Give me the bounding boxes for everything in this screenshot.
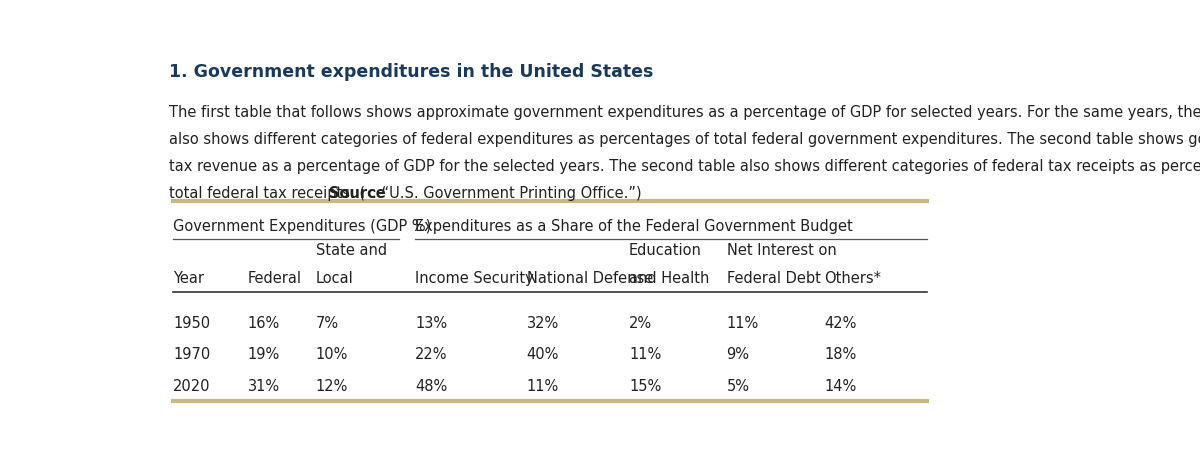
Text: 12%: 12% — [316, 379, 348, 394]
Text: 9%: 9% — [727, 347, 750, 362]
Text: total federal tax receipts. (: total federal tax receipts. ( — [168, 186, 365, 201]
Text: 14%: 14% — [824, 379, 857, 394]
Text: 22%: 22% — [415, 347, 448, 362]
Text: Education: Education — [629, 243, 702, 258]
Text: 1970: 1970 — [173, 347, 210, 362]
Text: Others*: Others* — [824, 270, 881, 286]
Text: Year: Year — [173, 270, 204, 286]
Text: 32%: 32% — [527, 316, 559, 331]
Text: National Defense: National Defense — [527, 270, 653, 286]
Text: Expenditures as a Share of the Federal Government Budget: Expenditures as a Share of the Federal G… — [415, 219, 853, 234]
Text: 11%: 11% — [527, 379, 559, 394]
Text: 19%: 19% — [247, 347, 280, 362]
Text: 1. Government expenditures in the United States: 1. Government expenditures in the United… — [168, 63, 653, 81]
Text: 10%: 10% — [316, 347, 348, 362]
Text: : “U.S. Government Printing Office.”): : “U.S. Government Printing Office.”) — [372, 186, 641, 201]
Text: also shows different categories of federal expenditures as percentages of total : also shows different categories of feder… — [168, 132, 1200, 147]
Text: State and: State and — [316, 243, 386, 258]
Text: Income Security: Income Security — [415, 270, 534, 286]
Text: Source: Source — [329, 186, 385, 201]
Text: Federal Debt: Federal Debt — [727, 270, 821, 286]
Text: 2%: 2% — [629, 316, 652, 331]
Text: Local: Local — [316, 270, 353, 286]
Text: 2020: 2020 — [173, 379, 211, 394]
Text: 11%: 11% — [727, 316, 758, 331]
Text: 16%: 16% — [247, 316, 280, 331]
Text: 18%: 18% — [824, 347, 857, 362]
Text: tax revenue as a percentage of GDP for the selected years. The second table also: tax revenue as a percentage of GDP for t… — [168, 159, 1200, 173]
Text: 5%: 5% — [727, 379, 750, 394]
Text: 7%: 7% — [316, 316, 338, 331]
Text: 13%: 13% — [415, 316, 448, 331]
Text: The first table that follows shows approximate government expenditures as a perc: The first table that follows shows appro… — [168, 105, 1200, 120]
Text: 42%: 42% — [824, 316, 857, 331]
Text: 15%: 15% — [629, 379, 661, 394]
Text: 1950: 1950 — [173, 316, 210, 331]
Text: 31%: 31% — [247, 379, 280, 394]
Text: Federal: Federal — [247, 270, 301, 286]
Text: Net Interest on: Net Interest on — [727, 243, 836, 258]
Text: 48%: 48% — [415, 379, 448, 394]
Text: 11%: 11% — [629, 347, 661, 362]
Text: 40%: 40% — [527, 347, 559, 362]
Text: and Health: and Health — [629, 270, 709, 286]
Text: Government Expenditures (GDP %): Government Expenditures (GDP %) — [173, 219, 432, 234]
